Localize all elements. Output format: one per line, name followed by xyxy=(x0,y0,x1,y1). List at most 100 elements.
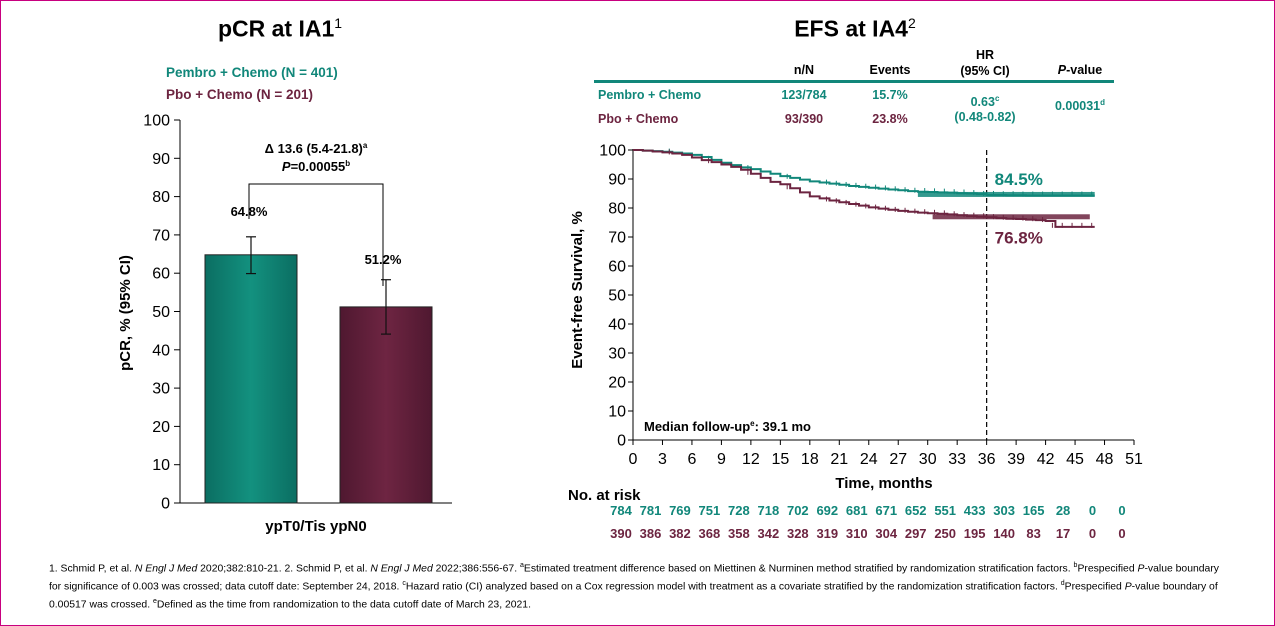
km-y-axis-title: Event-free Survival, % xyxy=(569,211,586,369)
km-x-tick-label: 18 xyxy=(801,451,819,468)
risk-count-pbo: 297 xyxy=(905,526,927,541)
row-pbo-nn: 93/390 xyxy=(784,112,824,126)
km-x-axis-title: Time, months xyxy=(835,475,932,492)
row-pbo-events: 23.8% xyxy=(872,112,908,126)
risk-count-pembro: 303 xyxy=(993,503,1015,518)
km-y-tick-label: 30 xyxy=(608,346,626,363)
median-followup-label: Median follow-upe: 39.1 mo xyxy=(644,419,811,434)
efs-36mo-label: 76.8% xyxy=(995,228,1043,247)
risk-count-pbo: 83 xyxy=(1026,526,1040,541)
risk-count-pbo: 195 xyxy=(964,526,986,541)
risk-count-pbo: 0 xyxy=(1118,526,1125,541)
row-pembro-nn: 123/784 xyxy=(781,88,827,102)
legend-pbo: Pbo + Chemo (N = 201) xyxy=(166,87,314,102)
censor-band xyxy=(917,191,1095,197)
km-x-tick-label: 15 xyxy=(771,451,789,468)
delta-label: Δ 13.6 (5.4-21.8)a xyxy=(265,141,368,156)
risk-count-pbo: 342 xyxy=(758,526,780,541)
km-y-tick-label: 80 xyxy=(608,201,626,218)
km-y-tick-label: 20 xyxy=(608,375,626,392)
km-x-tick-label: 6 xyxy=(687,451,696,468)
bar-y-tick-label: 90 xyxy=(152,151,170,168)
pcr-title: pCR at IA11 xyxy=(217,15,343,42)
risk-count-pembro: 28 xyxy=(1056,503,1070,518)
bar-x-axis-title: ypT0/Tis ypN0 xyxy=(265,518,366,535)
col-header-events: Events xyxy=(869,63,911,77)
risk-count-pembro: 784 xyxy=(610,503,632,518)
km-x-tick-label: 39 xyxy=(1007,451,1025,468)
km-x-tick-label: 30 xyxy=(919,451,937,468)
bar-y-tick-label: 50 xyxy=(152,304,170,321)
bar xyxy=(204,254,298,504)
legend-pembro: Pembro + Chemo (N = 401) xyxy=(166,65,338,80)
risk-count-pembro: 718 xyxy=(758,503,780,518)
km-y-tick-label: 40 xyxy=(608,317,626,334)
km-x-tick-label: 12 xyxy=(742,451,760,468)
risk-table-title: No. at risk xyxy=(568,487,641,504)
risk-count-pbo: 328 xyxy=(787,526,809,541)
km-x-tick-label: 42 xyxy=(1037,451,1055,468)
risk-count-pembro: 751 xyxy=(699,503,721,518)
footnotes: 1. Schmid P, et al. N Engl J Med 2020;38… xyxy=(49,562,1219,611)
risk-count-pembro: 728 xyxy=(728,503,750,518)
risk-count-pbo: 17 xyxy=(1056,526,1070,541)
risk-count-pembro: 671 xyxy=(875,503,897,518)
risk-count-pbo: 390 xyxy=(610,526,632,541)
bar-y-tick-label: 0 xyxy=(161,496,170,513)
bar-y-tick-label: 60 xyxy=(152,266,170,283)
col-header-p: P-value xyxy=(1057,63,1103,77)
risk-count-pembro: 692 xyxy=(816,503,838,518)
row-pbo-arm: Pbo + Chemo xyxy=(598,112,679,126)
km-x-tick-label: 27 xyxy=(889,451,907,468)
risk-count-pbo: 382 xyxy=(669,526,691,541)
risk-count-pbo: 368 xyxy=(699,526,721,541)
km-x-tick-label: 33 xyxy=(948,451,966,468)
risk-count-pbo: 358 xyxy=(728,526,750,541)
km-y-tick-label: 100 xyxy=(599,143,626,160)
efs-36mo-label: 84.5% xyxy=(995,170,1043,189)
km-y-tick-label: 50 xyxy=(608,288,626,305)
risk-count-pembro: 702 xyxy=(787,503,809,518)
km-x-tick-label: 51 xyxy=(1125,451,1143,468)
km-x-tick-label: 9 xyxy=(717,451,726,468)
bar-y-tick-label: 100 xyxy=(143,113,170,130)
table-rule xyxy=(594,80,1114,83)
km-x-tick-label: 48 xyxy=(1096,451,1114,468)
bar-y-tick-label: 30 xyxy=(152,381,170,398)
km-x-tick-label: 36 xyxy=(978,451,996,468)
km-x-tick-label: 0 xyxy=(629,451,638,468)
km-x-tick-label: 45 xyxy=(1066,451,1084,468)
p-value: 0.00031d xyxy=(1054,98,1106,114)
row-pembro-events: 15.7% xyxy=(872,88,908,102)
censor-band xyxy=(932,214,1090,220)
bar-y-tick-label: 70 xyxy=(152,227,170,244)
bar-y-tick-label: 40 xyxy=(152,342,170,359)
risk-count-pembro: 0 xyxy=(1089,503,1096,518)
km-y-tick-label: 70 xyxy=(608,230,626,247)
km-y-tick-label: 10 xyxy=(608,404,626,421)
km-x-tick-label: 21 xyxy=(830,451,848,468)
risk-count-pembro: 551 xyxy=(934,503,956,518)
hr-value: 0.63c (0.48-0.82) xyxy=(954,94,1016,125)
km-x-tick-label: 24 xyxy=(860,451,878,468)
km-y-tick-label: 90 xyxy=(608,172,626,189)
col-header-hr: HR (95% CI) xyxy=(960,48,1010,78)
risk-count-pembro: 165 xyxy=(1023,503,1045,518)
bar-y-tick-label: 20 xyxy=(152,419,170,436)
km-y-tick-label: 60 xyxy=(608,259,626,276)
risk-count-pembro: 781 xyxy=(640,503,662,518)
col-header-nn: n/N xyxy=(793,63,815,77)
risk-count-pbo: 250 xyxy=(934,526,956,541)
row-pembro-arm: Pembro + Chemo xyxy=(598,88,702,102)
km-x-tick-label: 3 xyxy=(658,451,667,468)
risk-count-pbo: 0 xyxy=(1089,526,1096,541)
significance-bracket xyxy=(248,183,384,286)
bar-y-tick-label: 80 xyxy=(152,189,170,206)
risk-count-pbo: 319 xyxy=(816,526,838,541)
risk-count-pembro: 0 xyxy=(1118,503,1125,518)
risk-count-pembro: 652 xyxy=(905,503,927,518)
bar xyxy=(339,306,433,504)
km-y-tick-label: 0 xyxy=(617,433,626,450)
delta-p-label: P=0.00055b xyxy=(282,159,350,174)
